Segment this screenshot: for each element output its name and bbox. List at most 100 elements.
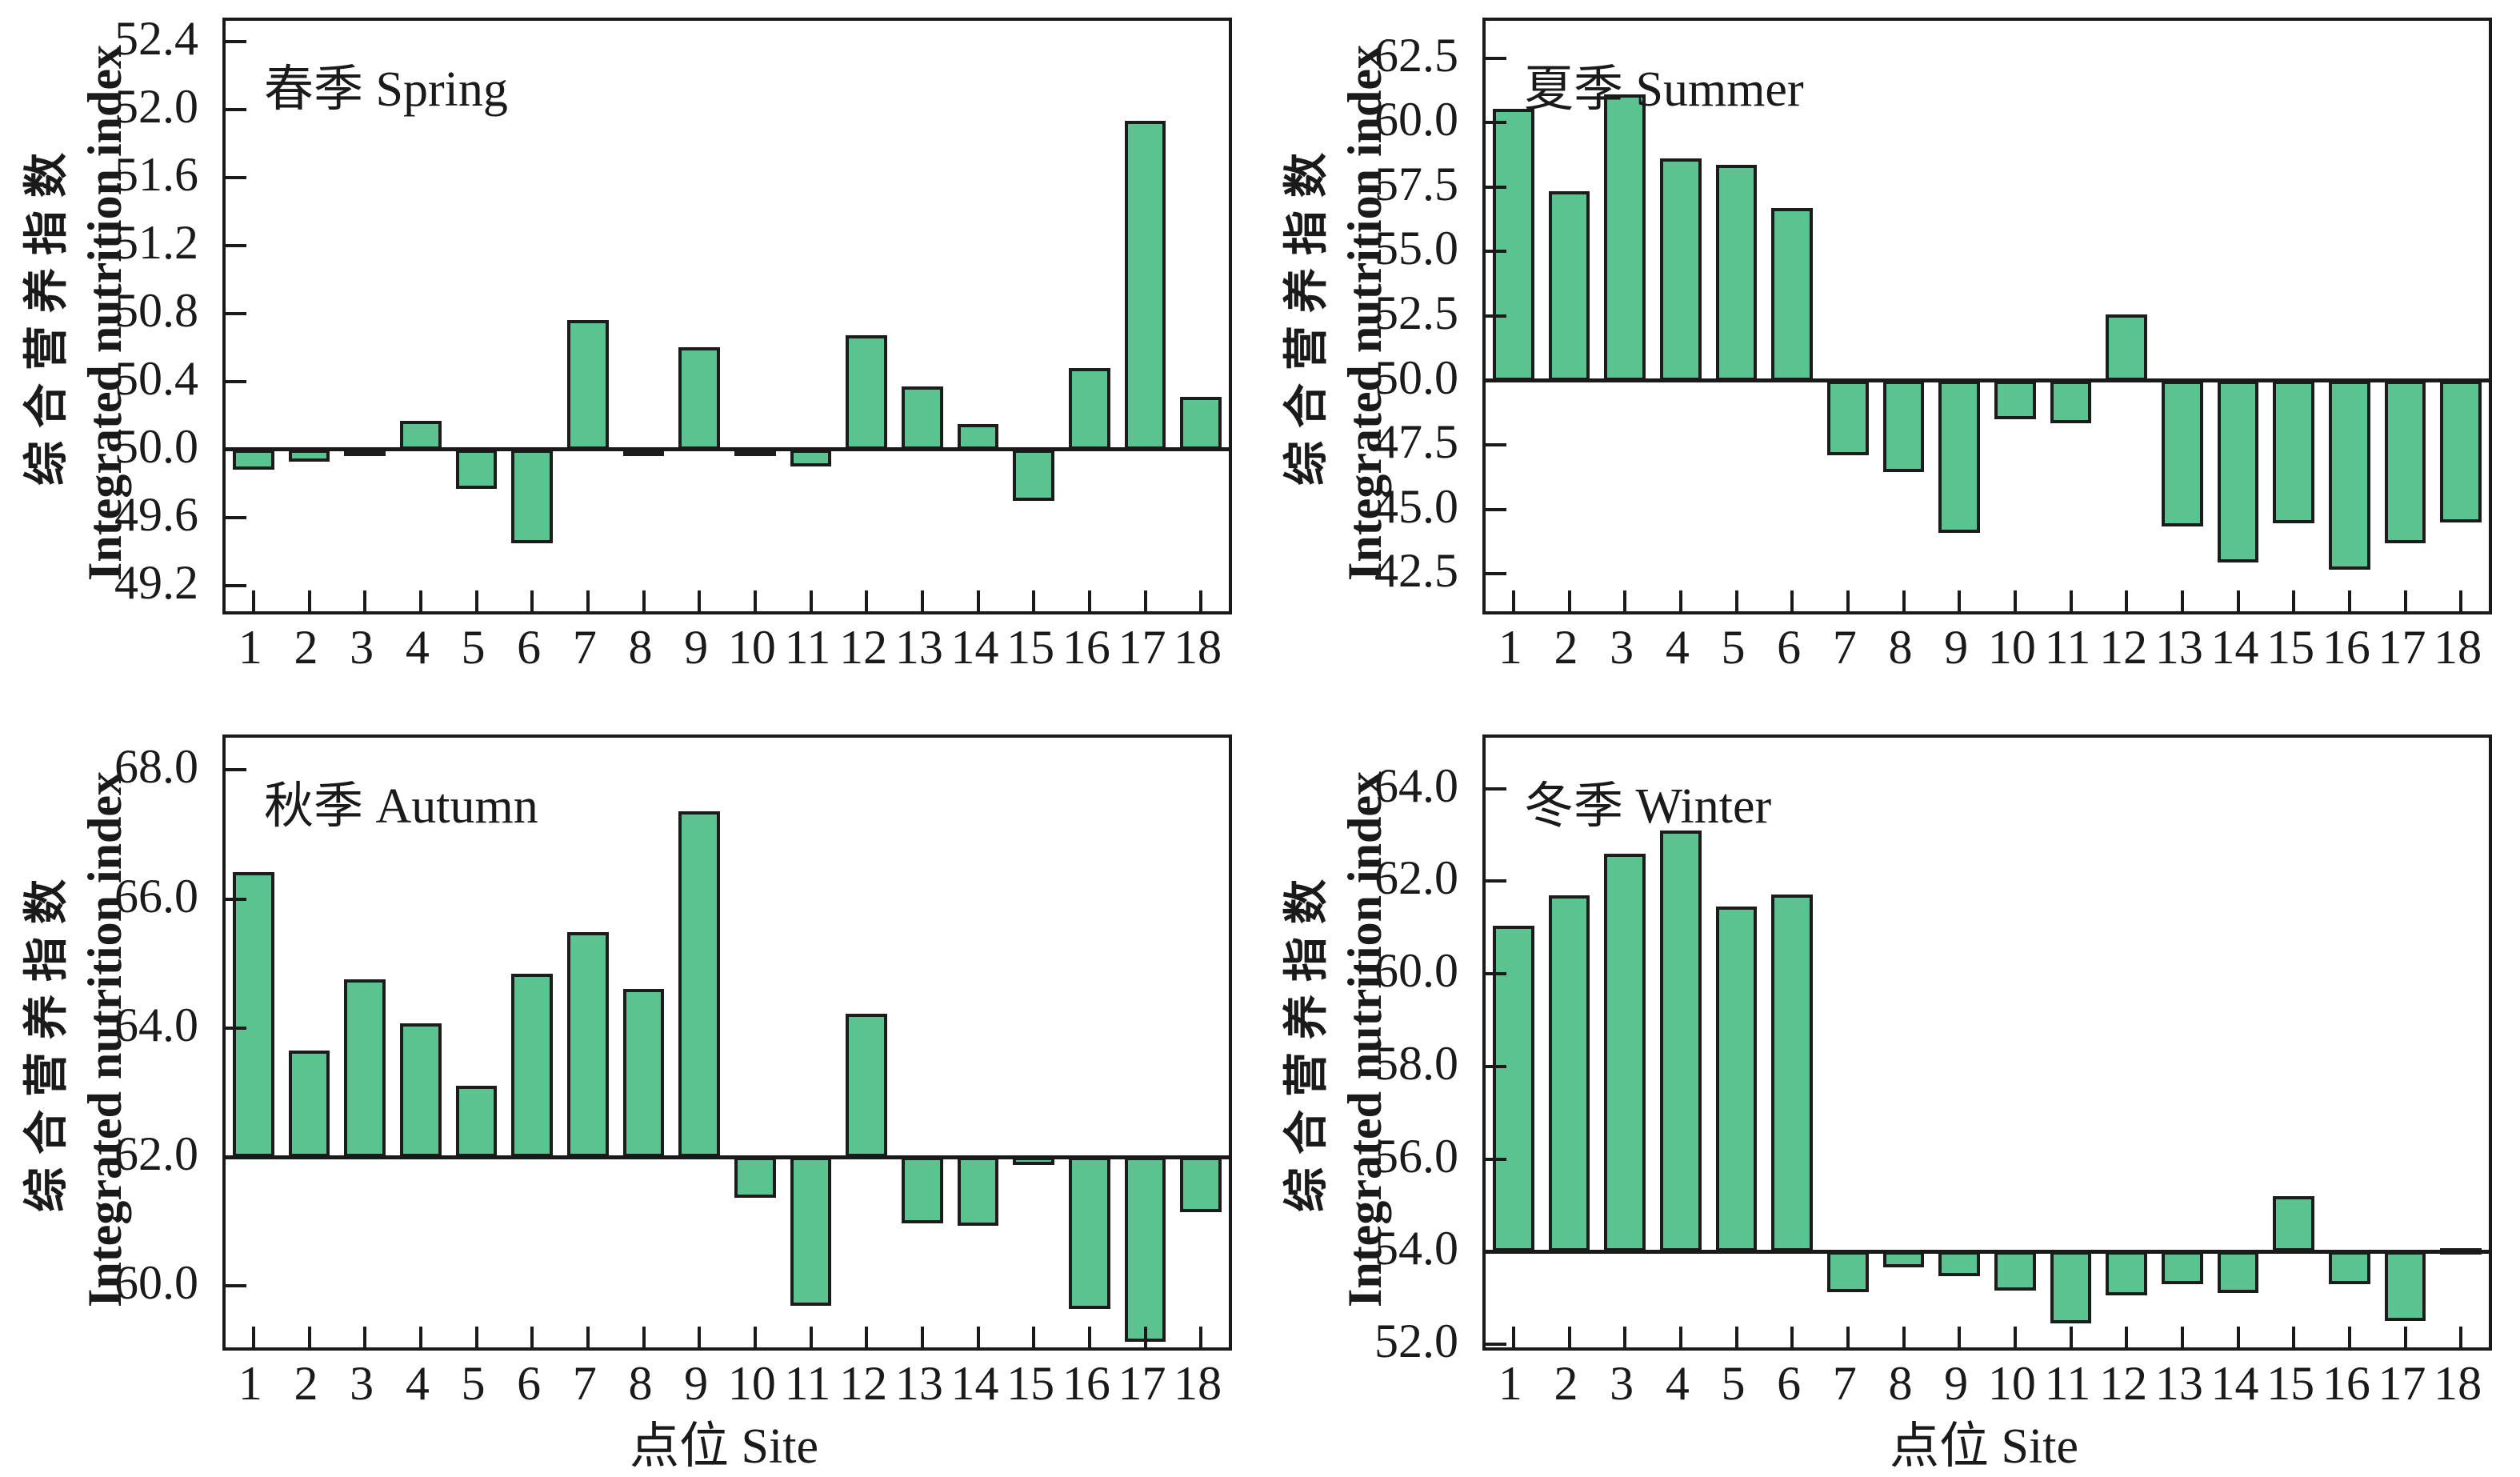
- x-tick: [2013, 590, 2017, 611]
- x-tick-label: 14: [2210, 1357, 2259, 1410]
- x-tick: [1678, 590, 1682, 611]
- bar-site-5: [1715, 165, 1758, 381]
- bar-site-13: [2162, 1251, 2203, 1284]
- x-tick-label: 13: [894, 621, 943, 674]
- y-tick-label: 51.2: [114, 215, 198, 269]
- y-tick: [1486, 314, 1506, 318]
- x-tick: [1623, 1327, 1627, 1347]
- bar-site-16: [2329, 1251, 2370, 1284]
- x-tick: [2069, 1327, 2073, 1347]
- y-tick: [226, 1026, 246, 1030]
- bar-site-17: [2384, 1251, 2426, 1321]
- x-tick: [1567, 1327, 1571, 1347]
- x-tick: [865, 590, 869, 611]
- x-tick-label: 8: [1888, 621, 1913, 674]
- x-tick-label: 10: [727, 621, 776, 674]
- bar-site-11: [790, 1157, 832, 1306]
- x-tick: [307, 1327, 311, 1347]
- x-tick-label: 14: [950, 1357, 999, 1410]
- x-tick: [1143, 1327, 1147, 1347]
- x-tick-label: 4: [405, 1357, 430, 1410]
- bar-site-16: [1069, 1157, 1110, 1310]
- x-tick-label: 1: [238, 1357, 262, 1410]
- y-axis-label-chinese: 综合营养指数: [1282, 140, 1332, 486]
- bar-site-10: [734, 1157, 776, 1198]
- x-tick-label: 16: [2322, 1357, 2370, 1410]
- bar-site-15: [2273, 380, 2314, 524]
- x-tick: [920, 590, 924, 611]
- bar-site-9: [678, 811, 720, 1158]
- x-tick-label: 16: [1062, 621, 1110, 674]
- x-tick-label: 6: [1777, 1357, 1802, 1410]
- x-tick: [2403, 590, 2407, 611]
- x-tick: [753, 1327, 757, 1347]
- x-tick-label: 15: [2266, 1357, 2315, 1410]
- bar-site-8: [1882, 380, 1925, 472]
- bar-site-4: [400, 1023, 442, 1158]
- bar-site-12: [846, 1014, 887, 1158]
- y-tick: [1486, 56, 1506, 60]
- x-tick: [1734, 1327, 1738, 1347]
- x-tick-label: 9: [684, 1357, 709, 1410]
- x-tick: [586, 590, 590, 611]
- bar-site-12: [2106, 314, 2147, 381]
- bar-site-3: [1604, 853, 1646, 1252]
- x-tick: [1087, 590, 1091, 611]
- bar-site-2: [1548, 190, 1590, 381]
- x-tick: [642, 590, 646, 611]
- y-tick-label: 42.5: [1374, 544, 1458, 598]
- x-tick-label: 12: [2099, 621, 2148, 674]
- x-tick-label: 3: [1610, 1357, 1634, 1410]
- x-tick-label: 2: [294, 1357, 318, 1410]
- x-tick: [1958, 590, 1962, 611]
- x-tick: [2292, 1327, 2296, 1347]
- x-tick: [865, 1327, 869, 1347]
- bar-site-14: [957, 1157, 999, 1227]
- x-tick: [2459, 590, 2463, 611]
- bar-site-9: [1938, 380, 1980, 533]
- x-tick-label: 9: [684, 621, 709, 674]
- x-tick: [2347, 1327, 2351, 1347]
- x-tick: [1567, 590, 1571, 611]
- y-axis-label: 综合营养指数 Integrated nutrition index: [19, 771, 134, 1307]
- bar-site-1: [233, 449, 274, 470]
- y-tick: [1486, 572, 1506, 576]
- y-tick: [226, 897, 246, 901]
- y-tick-label: 55.0: [1374, 222, 1458, 275]
- bar-site-6: [1771, 207, 1813, 381]
- panel-title: 春季 Spring: [264, 62, 508, 117]
- y-tick-label: 49.2: [114, 556, 198, 610]
- x-tick: [1902, 590, 1906, 611]
- bar-site-15: [1013, 449, 1054, 501]
- panel-summer: 综合营养指数 Integrated nutrition index 夏季 Sum…: [1260, 0, 2520, 720]
- y-axis-label-chinese: 综合营养指数: [22, 140, 72, 486]
- bar-site-9: [1938, 1251, 1980, 1277]
- y-tick: [1486, 879, 1506, 883]
- bar-site-8: [1882, 1251, 1925, 1267]
- bar-site-16: [1069, 367, 1110, 450]
- y-axis-label-english: Integrated nutrition index: [1338, 771, 1391, 1308]
- y-tick: [1486, 250, 1506, 254]
- baseline-50: [222, 447, 1229, 452]
- y-tick: [1486, 443, 1506, 447]
- x-tick-label: 12: [839, 621, 888, 674]
- x-tick: [1846, 1327, 1850, 1347]
- x-tick: [1846, 590, 1850, 611]
- x-tick-label: 5: [1721, 621, 1746, 674]
- bar-site-1: [1493, 108, 1534, 381]
- bar-site-10: [1994, 380, 2036, 419]
- bar-site-18: [1180, 397, 1222, 450]
- y-tick: [1486, 1157, 1506, 1161]
- x-tick-label: 10: [1987, 1357, 2036, 1410]
- panel-title: 冬季 Winter: [1524, 779, 1772, 834]
- x-tick-label: 18: [1174, 1357, 1222, 1410]
- y-tick-label: 64.0: [1374, 759, 1458, 812]
- x-tick-label: 16: [1062, 1357, 1110, 1410]
- x-tick-label: 3: [350, 1357, 374, 1410]
- x-tick: [1678, 1327, 1682, 1347]
- y-tick: [226, 768, 246, 772]
- bar-site-4: [1660, 158, 1702, 381]
- x-tick-label: 8: [1888, 1357, 1913, 1410]
- y-tick: [226, 243, 246, 247]
- y-tick: [1486, 787, 1506, 791]
